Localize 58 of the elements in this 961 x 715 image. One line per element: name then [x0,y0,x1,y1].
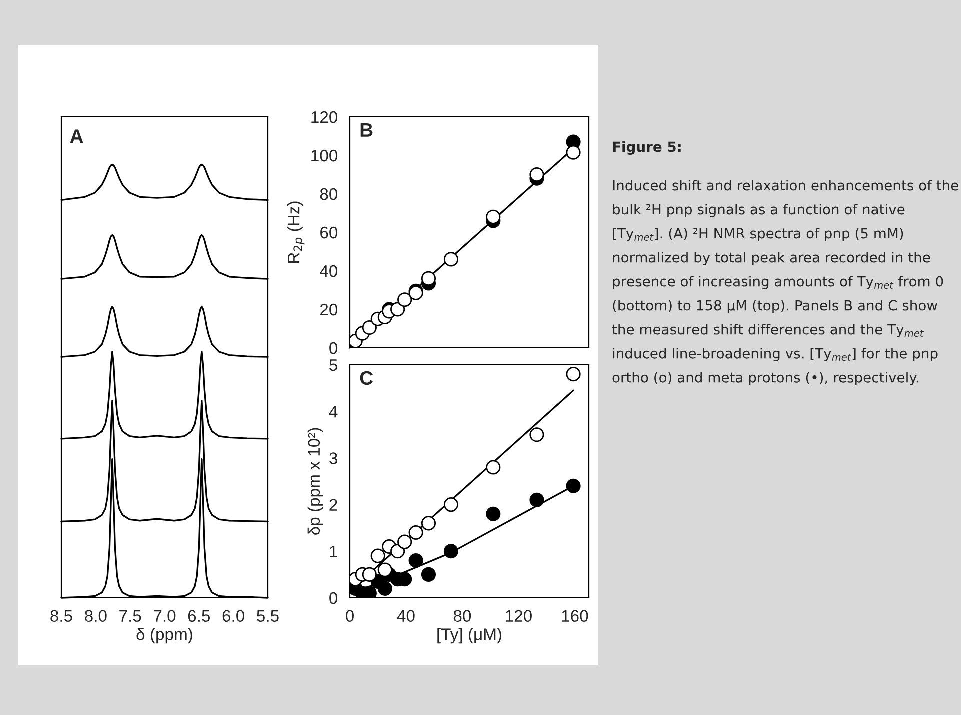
annotation: C [360,371,374,386]
point [378,581,392,596]
point [444,498,459,512]
text: Induced shift and relaxation enhancements of the bulk ²H pnp signals as a function of native [Ty$_{met}$]. (A) ²H NMR spectra of pnp (5 mM) normalized by total peak area recorded in the presence of increasing amounts of Ty$_{met}$ from 0 (bottom) to 158 μM (top). Panels B and C show the measured shift differences and the Ty$_{met}$ induced line-broadening vs. [Ty$_{met}$] for the pnp ortho (o) and meta protons (•), respectively. [612,180,958,386]
point [362,320,377,336]
point [486,460,501,475]
x-tick-label: 0 [346,610,354,622]
point [566,478,581,494]
point [566,145,581,160]
point [398,292,412,308]
point [530,492,544,508]
point [390,544,406,559]
point [421,516,436,531]
y-axis-title: R$_{2p}$ (Hz) [288,202,305,263]
point [390,302,406,317]
y-tick-label: 40 [320,265,338,278]
point [486,506,501,522]
x-tick-label: 40 [397,610,415,622]
point [486,210,501,224]
x-tick-label: 80 [454,610,472,622]
x-tick-label: 6.5 [188,610,210,622]
point [444,252,459,267]
y-tick-label: 20 [320,304,338,316]
x-axis-title: [Ty] (μM) [438,628,502,644]
y-tick-label: 3 [330,452,338,464]
x-tick-label: 5.5 [257,610,279,622]
y-tick-label: 5 [330,360,338,372]
x-axis-title: δ (ppm) [136,628,192,644]
point [408,553,424,568]
point [398,534,412,550]
point [421,271,436,286]
y-tick-label: 80 [320,188,338,200]
point [421,567,436,582]
y-axis-title: δp (ppm x 10²) [308,428,324,535]
point [530,167,544,182]
y-tick-label: 4 [329,406,338,418]
y-tick-label: 100 [312,150,338,162]
y-tick-label: 0 [330,592,338,604]
text: Figure 5: [613,141,681,155]
y-tick-label: 0 [330,342,338,354]
annotation: B [360,123,373,137]
x-tick-label: 7.5 [120,610,142,622]
y-tick-label: 1 [330,546,338,558]
x-tick-label: 8.5 [50,610,72,622]
x-tick-label: 8.0 [85,610,107,622]
x-tick-label: 120 [506,610,532,622]
text: A [70,130,84,144]
x-tick-label: 7.0 [154,610,176,622]
y-tick-label: 2 [330,499,338,511]
point [378,562,392,578]
y-tick-label: 120 [312,111,338,124]
point [408,525,424,540]
point [530,428,544,442]
x-tick-label: 160 [562,610,588,622]
x-tick-label: 6.0 [222,610,245,622]
y-tick-label: 60 [320,226,338,239]
point [444,544,459,559]
point [362,567,377,582]
